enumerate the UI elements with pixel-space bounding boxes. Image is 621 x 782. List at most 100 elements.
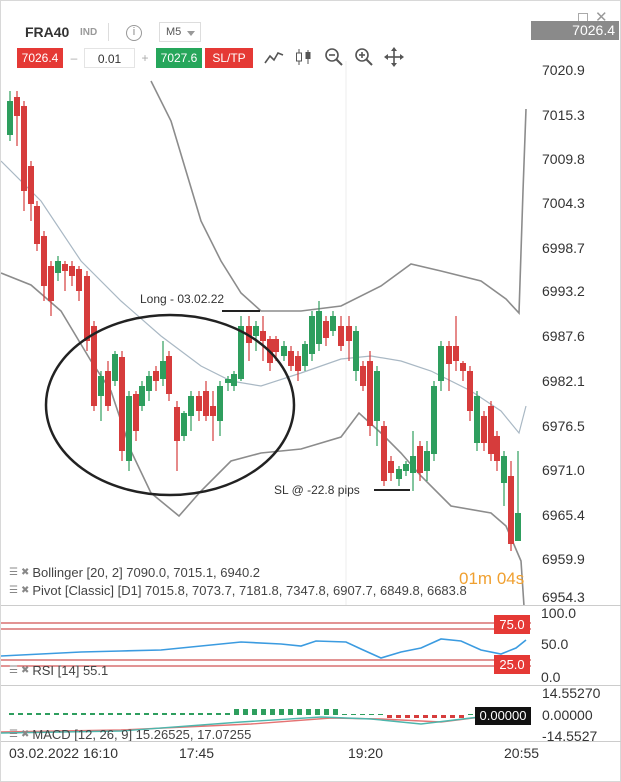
candle-body bbox=[55, 261, 61, 273]
pivot-legend[interactable]: ☰ ✖ Pivot [Classic] [D1] 7015.8, 7073.7, … bbox=[9, 583, 467, 598]
lot-increase-button[interactable]: + bbox=[141, 51, 149, 65]
remove-icon[interactable]: ✖ bbox=[20, 585, 30, 596]
candle-body bbox=[494, 436, 500, 461]
macd-histogram-bar bbox=[45, 713, 50, 715]
countdown-minutes: 01 bbox=[459, 569, 478, 588]
zoom-out-icon[interactable] bbox=[323, 46, 345, 68]
lot-size-input[interactable]: 0.01 bbox=[84, 48, 135, 68]
candle-body bbox=[396, 469, 402, 479]
macd-histogram-bar bbox=[360, 714, 365, 715]
rsi-legend[interactable]: ☰ ✖ RSI [14] 55.1 bbox=[9, 663, 108, 678]
price-axis-label: 6982.1 bbox=[542, 373, 585, 389]
candle-body bbox=[438, 346, 444, 381]
bollinger-legend-text: Bollinger [20, 2] 7090.0, 7015.1, 6940.2 bbox=[32, 565, 261, 580]
line-chart-icon[interactable] bbox=[263, 47, 285, 69]
rsi-line bbox=[1, 638, 527, 659]
macd-histogram-bar bbox=[369, 714, 374, 715]
remove-icon[interactable]: ✖ bbox=[20, 567, 30, 578]
price-axis-label: 7009.8 bbox=[542, 151, 585, 167]
candle-body bbox=[316, 311, 322, 344]
remove-icon[interactable]: ✖ bbox=[20, 729, 30, 740]
rsi-legend-text: RSI [14] 55.1 bbox=[32, 663, 109, 678]
macd-histogram-bar bbox=[423, 715, 428, 718]
candle-body bbox=[188, 396, 194, 416]
candle-body bbox=[174, 407, 180, 441]
candle-body bbox=[260, 331, 266, 341]
candle-body bbox=[367, 361, 373, 426]
zoom-in-icon[interactable] bbox=[353, 46, 375, 68]
candle-body bbox=[146, 376, 152, 391]
macd-histogram-bar bbox=[9, 713, 14, 715]
macd-histogram-bar bbox=[108, 713, 113, 715]
candle-body bbox=[84, 276, 90, 341]
symbol-label[interactable]: FRA40 bbox=[25, 24, 70, 40]
settings-icon[interactable]: ☰ bbox=[9, 665, 18, 676]
macd-histogram-bar bbox=[72, 713, 77, 715]
sell-price-button[interactable]: 7026.4 bbox=[17, 48, 63, 68]
macd-histogram-bar bbox=[279, 709, 284, 715]
candle-body bbox=[353, 331, 359, 371]
candle-body bbox=[166, 356, 172, 394]
macd-axis-bottom: -14.5527 bbox=[542, 728, 598, 744]
settings-icon[interactable]: ☰ bbox=[9, 585, 18, 596]
price-chart[interactable]: Long - 03.02.22 SL @ -22.8 pips bbox=[1, 61, 621, 606]
settings-icon[interactable]: ☰ bbox=[9, 729, 18, 740]
candle-body bbox=[515, 513, 521, 541]
candle-body bbox=[309, 316, 315, 354]
candle-body bbox=[62, 264, 68, 271]
rsi-lower-level-tag: 25.0 bbox=[494, 655, 530, 674]
timeframe-select[interactable]: M5 bbox=[159, 22, 201, 42]
bollinger-legend[interactable]: ☰ ✖ Bollinger [20, 2] 7090.0, 7015.1, 694… bbox=[9, 565, 260, 580]
macd-histogram-bar bbox=[99, 713, 104, 715]
macd-legend[interactable]: ☰ ✖ MACD [12, 26, 9] 15.26525, 17.07255 bbox=[9, 727, 251, 742]
candle-body bbox=[48, 266, 54, 301]
candle-body bbox=[281, 346, 287, 356]
macd-histogram-bar bbox=[306, 709, 311, 715]
candle-body bbox=[153, 371, 159, 381]
remove-icon[interactable]: ✖ bbox=[20, 665, 30, 676]
settings-icon[interactable]: ☰ bbox=[9, 567, 18, 578]
candle-body bbox=[431, 386, 437, 454]
price-axis-label: 7015.3 bbox=[542, 107, 585, 123]
price-axis-label: 7020.9 bbox=[542, 62, 585, 78]
macd-histogram-bar bbox=[396, 715, 401, 718]
drawn-ellipse-annotation[interactable] bbox=[44, 313, 296, 497]
rsi-pane[interactable] bbox=[1, 606, 621, 684]
info-icon[interactable]: i bbox=[126, 25, 142, 41]
sl-annotation-label: SL @ -22.8 pips bbox=[274, 483, 360, 497]
macd-histogram-bar bbox=[189, 713, 194, 715]
macd-histogram-bar bbox=[153, 713, 158, 715]
candle-body bbox=[417, 446, 423, 473]
candle-body bbox=[501, 456, 507, 483]
crosshair-icon[interactable] bbox=[383, 46, 405, 68]
countdown-seconds-unit: s bbox=[515, 569, 525, 588]
macd-pane[interactable] bbox=[1, 686, 621, 741]
candle-body bbox=[119, 357, 125, 451]
time-axis-label: 17:45 bbox=[179, 745, 215, 761]
candle-body bbox=[69, 266, 75, 276]
candle-body bbox=[410, 456, 416, 473]
timeframe-value: M5 bbox=[166, 26, 182, 38]
lot-decrease-button[interactable]: – bbox=[70, 51, 78, 65]
macd-histogram-bar bbox=[261, 709, 266, 715]
buy-price-button[interactable]: 7027.6 bbox=[156, 48, 202, 68]
candle-body bbox=[488, 406, 494, 454]
macd-histogram-bar bbox=[117, 713, 122, 715]
candlestick-icon[interactable] bbox=[293, 46, 315, 68]
pane-divider[interactable] bbox=[1, 605, 621, 606]
macd-histogram-bar bbox=[315, 709, 320, 715]
candle-body bbox=[7, 101, 13, 135]
candle-body bbox=[360, 366, 366, 386]
pane-divider[interactable] bbox=[1, 685, 621, 686]
sltp-button[interactable]: SL/TP bbox=[205, 48, 253, 68]
rsi-axis-mid: 50.0 bbox=[541, 636, 569, 652]
bollinger-upper-band bbox=[150, 80, 527, 315]
chart-toolbar: FRA40 IND i M5 7026.4 – 0.01 + 7027.6 SL… bbox=[1, 1, 621, 71]
macd-histogram-bar bbox=[459, 715, 464, 718]
candle-body bbox=[196, 396, 202, 411]
macd-histogram-bar bbox=[234, 709, 239, 715]
countdown-seconds: 04 bbox=[496, 569, 516, 588]
macd-axis-mid: 0.00000 bbox=[542, 707, 593, 723]
candle-body bbox=[21, 106, 27, 191]
macd-current-tag: 0.00000 bbox=[475, 707, 531, 725]
